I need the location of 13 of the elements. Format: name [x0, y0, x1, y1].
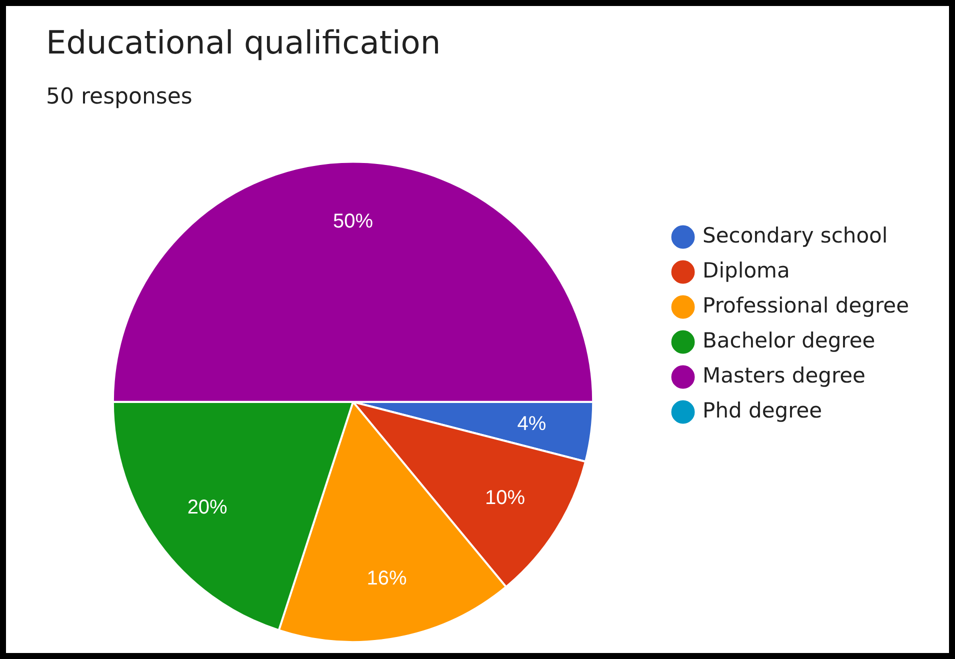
legend-label: Bachelor degree — [702, 328, 876, 352]
data-label: 20% — [187, 496, 228, 518]
legend-label: Secondary school — [702, 223, 888, 248]
data-label: 10% — [485, 486, 526, 509]
legend-label: Professional degree — [702, 293, 910, 318]
data-label: 16% — [366, 567, 407, 590]
data-label: 4% — [517, 412, 546, 435]
chart-subtitle: 50 responses — [46, 84, 192, 110]
legend-label: Masters degree — [702, 363, 866, 388]
data-label: 50% — [333, 210, 374, 232]
legend-label: Diploma — [702, 258, 790, 282]
legend-label: Phd degree — [702, 398, 822, 422]
chart-title: Educational qualification — [46, 24, 441, 62]
